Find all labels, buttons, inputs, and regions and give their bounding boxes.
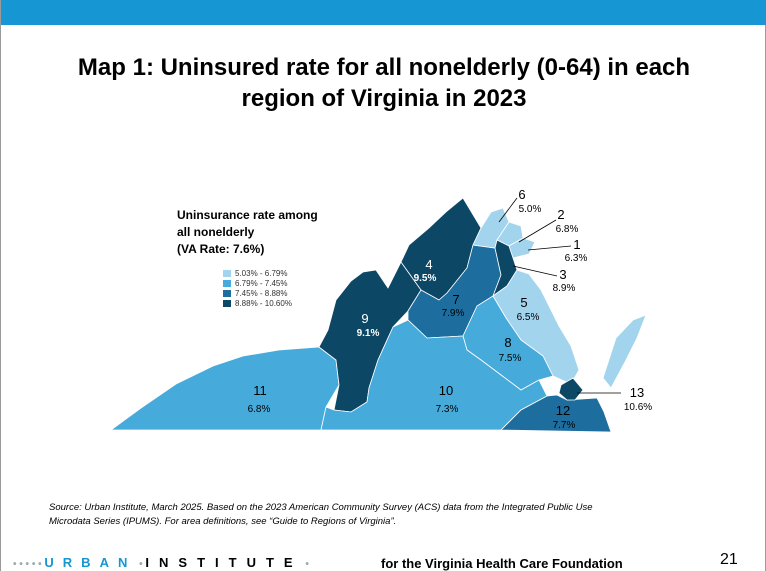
region-11[interactable] xyxy=(109,346,340,431)
region-rate-6: 5.0% xyxy=(519,204,542,215)
urban-institute-logo: • • • • • URBAN • INSTITUTE • xyxy=(13,555,309,570)
legend-label: 7.45% - 8.88% xyxy=(235,288,288,298)
region-rate-12: 7.7% xyxy=(553,420,576,431)
region-rate-9: 9.1% xyxy=(357,328,380,339)
region-rate-2: 6.8% xyxy=(556,224,579,235)
region-label-4: 4 xyxy=(425,257,432,272)
top-accent-bar xyxy=(1,0,766,25)
region-rate-3: 8.9% xyxy=(553,283,576,294)
legend-label: 5.03% - 6.79% xyxy=(235,268,288,278)
logo-institute: INSTITUTE xyxy=(145,555,303,570)
region-rate-13: 10.6% xyxy=(624,402,652,413)
region-10[interactable] xyxy=(320,319,548,431)
region-label-7: 7 xyxy=(452,292,459,307)
region-rate-7: 7.9% xyxy=(442,308,465,319)
region-label-5: 5 xyxy=(520,295,527,310)
page-number: 21 xyxy=(720,551,738,568)
region-5-eastern-shore[interactable] xyxy=(602,314,647,389)
legend-swatch xyxy=(223,269,231,277)
source-line-1: Source: Urban Institute, March 2025. Bas… xyxy=(49,502,593,513)
region-label-11: 11 xyxy=(253,383,267,398)
title-line-1: Map 1: Uninsured rate for all nonelderly… xyxy=(77,54,691,81)
legend-item: 7.45% - 8.88% xyxy=(223,288,292,298)
legend-swatch xyxy=(223,289,231,297)
region-label-6: 6 xyxy=(518,187,525,202)
region-rate-4: 9.5% xyxy=(414,273,437,284)
legend-title-line-2: all nonelderly xyxy=(177,225,255,239)
leader-line-3 xyxy=(512,265,558,277)
source-note: Source: Urban Institute, March 2025. Bas… xyxy=(49,501,749,529)
logo-urban: URBAN xyxy=(44,555,137,570)
region-label-10: 10 xyxy=(439,383,453,398)
region-rate-8: 7.5% xyxy=(499,353,522,364)
dot-icon: • • • • • xyxy=(13,559,45,570)
region-label-13: 13 xyxy=(630,385,644,400)
dot-icon: • xyxy=(136,559,146,570)
source-line-2: Microdata Series (IPUMS). For area defin… xyxy=(49,516,397,527)
legend-label: 8.88% - 10.60% xyxy=(235,298,292,308)
region-label-9: 9 xyxy=(361,311,368,326)
leader-line-6 xyxy=(498,197,518,223)
region-13[interactable] xyxy=(558,377,584,401)
region-rate-11: 6.8% xyxy=(248,404,271,415)
leader-line-2 xyxy=(518,219,557,243)
legend-title-line-3: (VA Rate: 7.6%) xyxy=(177,242,265,256)
region-label-12: 12 xyxy=(556,403,570,418)
region-label-1: 1 xyxy=(573,237,580,252)
legend-swatch xyxy=(223,299,231,307)
legend: 5.03% - 6.79% 6.79% - 7.45% 7.45% - 8.88… xyxy=(223,268,292,308)
region-label-2: 2 xyxy=(557,207,564,222)
legend-item: 5.03% - 6.79% xyxy=(223,268,292,278)
region-rate-5: 6.5% xyxy=(517,312,540,323)
legend-title: Uninsurance rate among all nonelderly (V… xyxy=(177,207,377,258)
dot-icon: • xyxy=(302,559,309,570)
legend-title-line-1: Uninsurance rate among xyxy=(177,208,318,222)
legend-item: 8.88% - 10.60% xyxy=(223,298,292,308)
footer: • • • • • URBAN • INSTITUTE • for the Vi… xyxy=(1,550,766,571)
region-rate-10: 7.3% xyxy=(436,404,459,415)
legend-item: 6.79% - 7.45% xyxy=(223,278,292,288)
leader-line-1 xyxy=(527,245,572,251)
legend-swatch xyxy=(223,279,231,287)
footer-tagline: for the Virginia Health Care Foundation xyxy=(381,556,623,571)
page-title: Map 1: Uninsured rate for all nonelderly… xyxy=(31,52,737,114)
legend-label: 6.79% - 7.45% xyxy=(235,278,288,288)
region-label-3: 3 xyxy=(559,267,566,282)
region-label-8: 8 xyxy=(504,335,511,350)
title-line-2: region of Virginia in 2023 xyxy=(241,85,527,112)
region-rate-1: 6.3% xyxy=(565,253,588,264)
